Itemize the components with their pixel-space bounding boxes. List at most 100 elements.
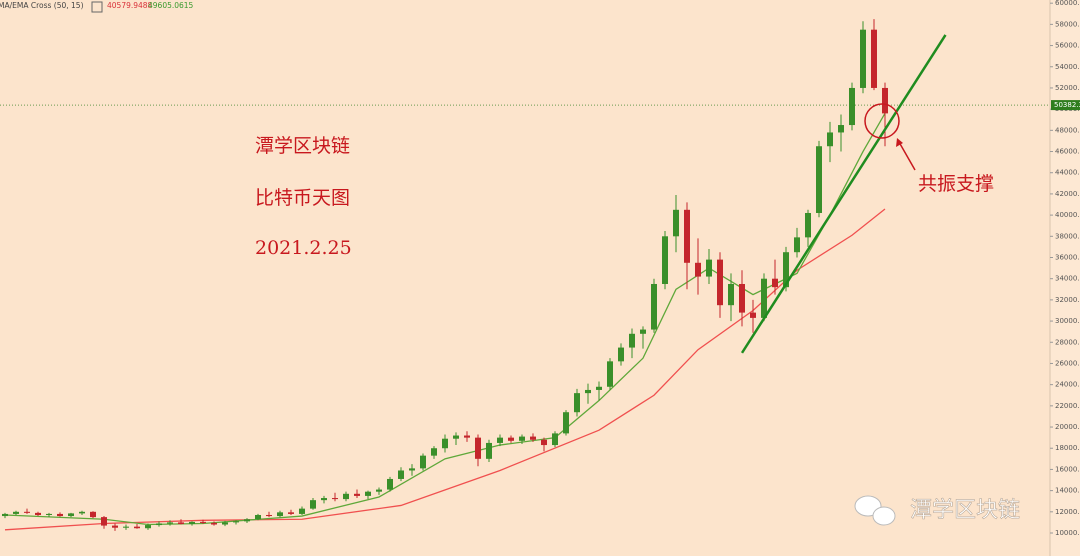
candle-body	[266, 514, 272, 517]
candle-body	[728, 283, 734, 306]
y-tick-label: 38000.00	[1055, 232, 1080, 240]
candle-body	[134, 526, 140, 529]
axis-panel	[1050, 0, 1080, 556]
candle-body	[376, 489, 382, 492]
indicator-name: MA/EMA Cross (50, 15)	[0, 1, 84, 10]
candle-body	[343, 493, 349, 500]
candle-body	[486, 442, 492, 459]
candle-body	[321, 498, 327, 501]
candle-body	[530, 436, 536, 440]
y-tick-label: 10000.00	[1055, 529, 1080, 537]
candle-body	[101, 517, 107, 526]
y-tick-label: 36000.00	[1055, 253, 1080, 261]
annotation: 2021.2.25	[255, 237, 352, 259]
y-tick-label: 56000.00	[1055, 42, 1080, 50]
candle-body	[398, 470, 404, 479]
candle-body	[57, 513, 63, 517]
candle-body	[145, 525, 151, 529]
candle-body	[222, 522, 228, 525]
candle-body	[695, 262, 701, 277]
candle-body	[112, 525, 118, 528]
candle-body	[574, 393, 580, 413]
y-tick-label: 18000.00	[1055, 444, 1080, 452]
y-tick-label: 30000.00	[1055, 317, 1080, 325]
y-axis: 10000.00 12000.00 14000.00 16000.00 18000.00…	[1050, 0, 1080, 537]
candle-body	[761, 278, 767, 318]
candle-body	[519, 436, 525, 441]
candle-body	[431, 448, 437, 456]
candle-body	[233, 521, 239, 523]
y-tick-label: 52000.00	[1055, 84, 1080, 92]
candle-body	[365, 491, 371, 496]
candle-body	[387, 478, 393, 490]
watermark: 潭学区块链	[910, 498, 1020, 523]
candle-body	[189, 521, 195, 524]
candle-body	[871, 29, 877, 88]
y-tick-label: 40000.00	[1055, 211, 1080, 219]
indicator-value: 40579.9488	[107, 1, 153, 10]
y-tick-label: 46000.00	[1055, 148, 1080, 156]
candle-body	[167, 522, 173, 524]
candle-body	[464, 435, 470, 438]
candle-body	[827, 132, 833, 147]
y-tick-label: 24000.00	[1055, 381, 1080, 389]
candle-body	[288, 512, 294, 514]
candle-body	[277, 512, 283, 517]
candle-body	[739, 283, 745, 313]
annotation: 潭学区块链	[255, 135, 350, 157]
candle-body	[629, 333, 635, 348]
y-tick-label: 12000.00	[1055, 508, 1080, 516]
candle-body	[244, 519, 250, 522]
y-tick-label: 58000.00	[1055, 20, 1080, 28]
candle-body	[772, 278, 778, 288]
settings-icon[interactable]	[91, 1, 103, 13]
candle-body	[13, 511, 19, 514]
candle-body	[563, 412, 569, 434]
candle-body	[475, 437, 481, 459]
candle-body	[508, 437, 514, 441]
candle-body	[453, 435, 459, 439]
candle-body	[200, 521, 206, 523]
indicator-value: 49605.0615	[148, 1, 194, 10]
candle-body	[651, 283, 657, 330]
candle-body	[2, 513, 8, 517]
candle-body	[211, 522, 217, 525]
candle-body	[596, 386, 602, 390]
candle-body	[79, 511, 85, 514]
candle-body	[46, 513, 52, 515]
candle-body	[409, 468, 415, 471]
candle-body	[68, 513, 74, 517]
arrow-head	[896, 138, 903, 147]
y-tick-label: 60000.00	[1055, 0, 1080, 7]
candle-body	[420, 455, 426, 469]
candle-body	[640, 329, 646, 334]
y-tick-label: 16000.00	[1055, 465, 1080, 473]
candle-body	[552, 433, 558, 446]
candle-body	[354, 493, 360, 496]
price-label: 50382.37	[1054, 101, 1080, 109]
candle-body	[585, 389, 591, 394]
y-tick-label: 48000.00	[1055, 126, 1080, 134]
y-tick-label: 20000.00	[1055, 423, 1080, 431]
candle-body	[849, 87, 855, 126]
callout-arrow	[898, 141, 916, 171]
candle-body	[860, 29, 866, 88]
candle-body	[497, 437, 503, 443]
candle-body	[805, 212, 811, 238]
highlight-circle	[864, 103, 900, 139]
y-tick-label: 26000.00	[1055, 359, 1080, 367]
candle-body	[35, 512, 41, 515]
candle-body	[618, 347, 624, 362]
callout: 共振支撑	[918, 173, 994, 195]
y-tick-label: 42000.00	[1055, 190, 1080, 198]
candle-body	[299, 508, 305, 514]
candle-body	[310, 500, 316, 509]
candle-body	[717, 259, 723, 306]
candle-body	[794, 237, 800, 253]
candle-body	[750, 312, 756, 318]
y-tick-label: 44000.00	[1055, 169, 1080, 177]
candle-body	[332, 498, 338, 500]
y-tick-label: 32000.00	[1055, 296, 1080, 304]
